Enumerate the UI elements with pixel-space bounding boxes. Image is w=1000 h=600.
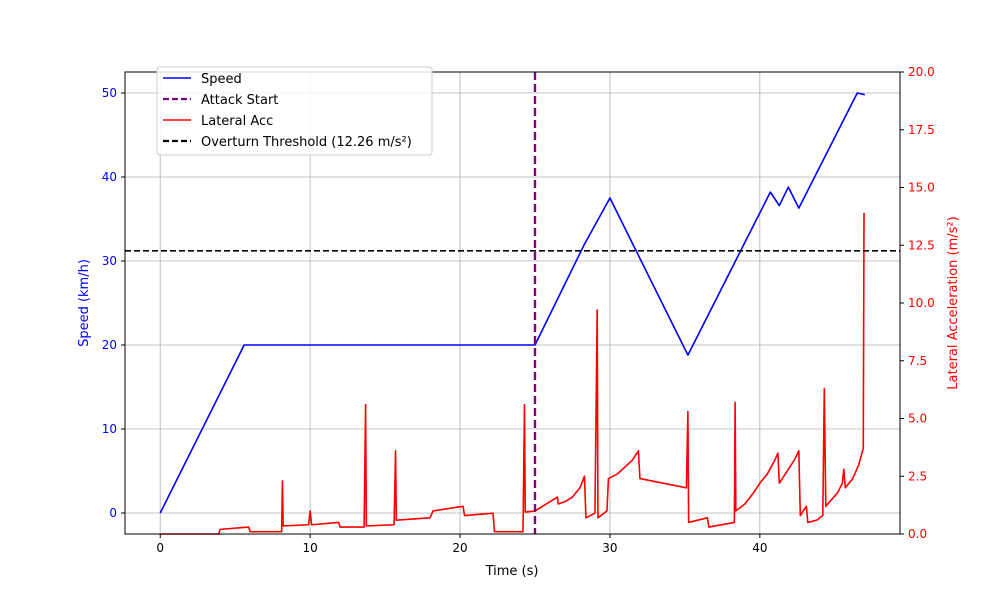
- y-left-tick-label: 0: [109, 506, 117, 520]
- y-left-tick-label: 50: [102, 86, 117, 100]
- speed-line: [159, 92, 865, 514]
- lateral-acc-line: [160, 212, 865, 535]
- x-tick-label: 40: [752, 541, 767, 555]
- x-tick-label: 20: [452, 541, 467, 555]
- y-right-tick-label: 20.0: [908, 65, 935, 79]
- y-right-tick-label: 12.5: [908, 238, 935, 252]
- y-right-tick-label: 15.0: [908, 181, 935, 195]
- x-axis: 0 10 20 30 40: [156, 534, 767, 555]
- y-right-tick-label: 7.5: [908, 354, 927, 368]
- reference-lines: [125, 72, 900, 534]
- legend-label: Overturn Threshold (12.26 m/s²): [201, 135, 412, 150]
- y-left-tick-label: 40: [102, 170, 117, 184]
- y-axis-right: 0.0 2.5 5.0 7.5 10.0 12.5 15.0 17.5 20.0: [900, 65, 935, 541]
- y-axis-right-label: Lateral Acceleration (m/s²): [946, 216, 961, 389]
- legend-label: Lateral Acc: [201, 114, 273, 129]
- y-left-tick-label: 10: [102, 422, 117, 436]
- legend-box: [156, 66, 433, 156]
- legend-label: Attack Start: [201, 93, 278, 108]
- y-right-tick-label: 2.5: [908, 469, 927, 483]
- legend: Speed Attack Start Lateral Acc Overturn Thr…: [156, 66, 433, 156]
- y-axis-left: 0 10 20 30 40 50: [102, 86, 125, 520]
- y-left-tick-label: 20: [102, 338, 117, 352]
- x-axis-label: Time (s): [485, 564, 539, 579]
- x-tick-label: 30: [602, 541, 617, 555]
- y-left-tick-label: 30: [102, 254, 117, 268]
- y-right-tick-label: 5.0: [908, 412, 927, 426]
- y-right-tick-label: 0.0: [908, 527, 927, 541]
- lateral-acc-series: [160, 212, 865, 535]
- x-tick-label: 10: [302, 541, 317, 555]
- y-right-tick-label: 17.5: [908, 123, 935, 137]
- legend-label: Speed: [201, 72, 242, 87]
- y-axis-left-label: Speed (km/h): [77, 259, 92, 347]
- y-right-tick-label: 10.0: [908, 296, 935, 310]
- x-tick-label: 0: [156, 541, 164, 555]
- speed-series: [159, 92, 865, 514]
